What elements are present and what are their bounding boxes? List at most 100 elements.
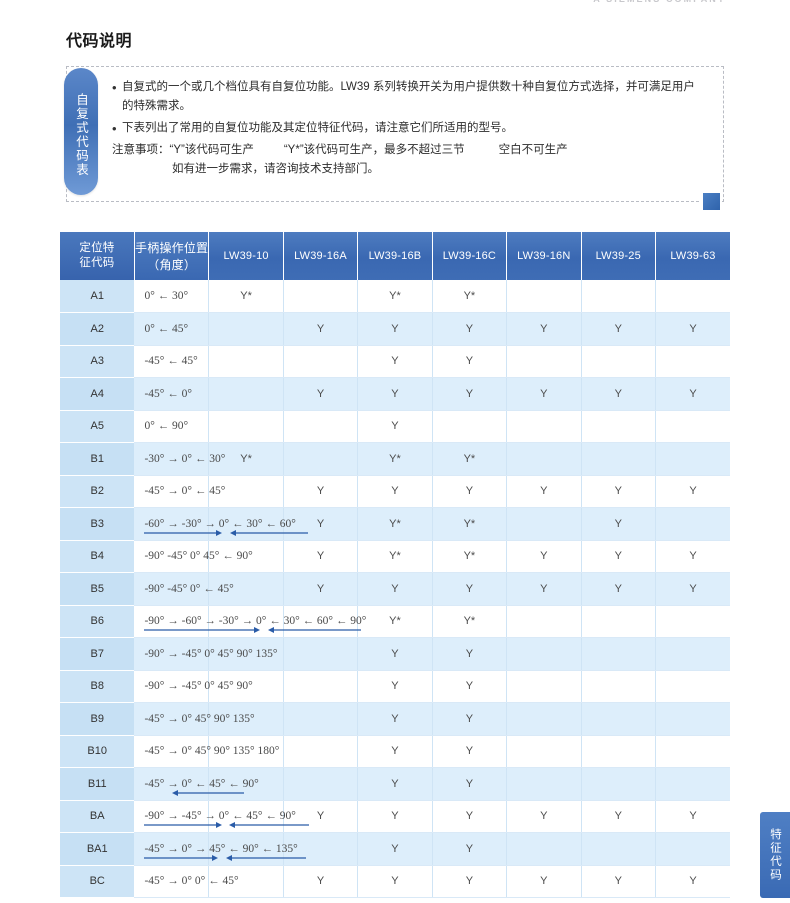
table-row: B8 -90° → -45° 0° 45° 90° Y Y [60, 670, 730, 703]
cell-handle-position: -45° → 0° ← 45° [134, 475, 225, 508]
cell-availability [655, 507, 730, 541]
cell-availability [208, 670, 284, 703]
note-box [66, 66, 724, 202]
cell-availability: Y [432, 735, 508, 768]
cell-availability [655, 605, 730, 638]
col-header-lw39-16n: LW39-16N [506, 232, 582, 280]
cell-availability: Y [432, 475, 508, 508]
side-tab-feature-code[interactable]: 特征代码 [760, 812, 790, 898]
notice-prefix: 注意事项： [112, 144, 170, 156]
cell-availability: Y [283, 865, 359, 898]
cell-availability [208, 475, 284, 508]
cell-availability [283, 735, 359, 768]
handle-position-text: -45° → 0° → 45° ← 90° ← 135° [144, 842, 298, 855]
cell-availability [283, 410, 359, 443]
cell-availability: Y [581, 507, 657, 541]
cell-availability: Y* [432, 605, 508, 638]
cell-availability: Y [655, 800, 730, 833]
cell-availability [283, 280, 359, 313]
handle-position-text: -90° -45° 0° ← 45° [144, 582, 234, 595]
cell-availability: Y [357, 377, 433, 411]
cell-availability: Y [655, 572, 730, 606]
table-row: B2 -45° → 0° ← 45° Y Y Y Y Y Y [60, 475, 730, 508]
cell-availability: Y [432, 377, 508, 411]
cell-availability [208, 637, 284, 671]
cell-feature-code: B3 [60, 507, 135, 541]
cell-availability: Y [283, 572, 359, 606]
cell-availability [208, 312, 284, 346]
cell-availability [506, 507, 582, 541]
handle-position-text: -90° → -45° 0° 45° 90° [144, 680, 253, 693]
table-row: B1 -30° → 0° ← 30° Y* Y* Y* [60, 442, 730, 476]
cell-availability: Y* [208, 280, 284, 313]
cell-availability [581, 702, 657, 736]
notice-item-y: “Y”该代码可生产 [169, 144, 254, 156]
cell-availability: Y* [357, 540, 433, 573]
cell-feature-code: B6 [60, 605, 135, 638]
cell-availability: Y [432, 345, 508, 378]
table-row: B5 -90° -45° 0° ← 45° Y Y Y Y Y Y [60, 572, 730, 606]
cell-availability [208, 832, 284, 866]
cell-handle-position: -60° → -30° → 0° ← 30° ← 60° [134, 507, 309, 541]
cell-availability: Y [432, 670, 508, 703]
table-row: B11 -45° → 0° ← 45° ← 90° Y Y [60, 767, 730, 801]
cell-feature-code: B9 [60, 702, 135, 736]
cell-availability: Y [283, 540, 359, 573]
cell-availability [581, 410, 657, 443]
handle-position-text: -45° ← 45° [144, 355, 198, 368]
page-title: 代码说明 [66, 33, 133, 50]
cell-availability [208, 865, 284, 898]
cell-availability [208, 345, 284, 378]
cell-availability: Y [357, 800, 433, 833]
cell-availability: Y [432, 767, 508, 801]
cell-availability [506, 637, 582, 671]
cell-handle-position: -90° -45° 0° ← 45° [134, 572, 234, 606]
table-row: A3 -45° ← 45° Y Y [60, 345, 730, 378]
cell-availability [581, 280, 657, 313]
cell-feature-code: BC [60, 865, 135, 898]
cell-feature-code: A1 [60, 280, 135, 313]
table-row: B10 -45° → 0° 45° 90° 135° 180° Y Y [60, 735, 730, 768]
table-row: B3 -60° → -30° → 0° ← 30° ← 60° Y Y* Y* Y [60, 507, 730, 541]
table-row: B6 -90° → -60° → -30° → 0° ← 30° ← 60° ← … [60, 605, 730, 638]
cell-availability: Y [655, 475, 730, 508]
cell-availability [283, 442, 359, 476]
cell-availability [506, 832, 582, 866]
col-header-position: 手柄操作位置（角度） [134, 232, 210, 280]
cell-feature-code: A5 [60, 410, 135, 443]
cell-feature-code: B7 [60, 637, 135, 671]
cell-availability: Y [357, 865, 433, 898]
cell-availability: Y [506, 475, 582, 508]
cell-availability: Y [581, 377, 657, 411]
cell-availability: Y [432, 637, 508, 671]
col-header-lw39-10: LW39-10 [208, 232, 284, 280]
handle-position-text: -45° ← 0° [144, 387, 192, 400]
cell-handle-position: -90° → -45° → 0° ← 45° ← 90° [134, 800, 310, 833]
handle-position-text: 0° ← 90° [144, 420, 189, 433]
handle-position-text: -30° → 0° ← 30° [144, 452, 226, 465]
table-row: B4 -90° -45° 0° 45° ← 90° Y Y* Y* Y Y Y [60, 540, 730, 573]
cell-availability [581, 832, 657, 866]
cell-feature-code: B2 [60, 475, 135, 508]
cell-availability: Y [432, 312, 508, 346]
table-row: B7 -90° → -45° 0° 45° 90° 135° Y Y [60, 637, 730, 671]
cell-handle-position: -45° → 0° 0° ← 45° [134, 865, 239, 898]
cell-feature-code: B11 [60, 767, 135, 801]
col-header-lw39-25: LW39-25 [581, 232, 657, 280]
cell-availability: Y [581, 540, 657, 573]
cell-feature-code: B4 [60, 540, 135, 573]
table-row: A1 0° ← 30° Y* Y* Y* [60, 280, 730, 313]
cell-availability [283, 637, 359, 671]
handle-position-text: -90° → -60° → -30° → 0° ← 30° ← 60° ← 90… [144, 615, 367, 628]
cell-availability [283, 605, 359, 638]
cell-availability [655, 832, 730, 866]
cell-availability [506, 442, 582, 476]
cell-availability: Y [357, 637, 433, 671]
note-tab-label: 自复式代码表 [64, 68, 98, 195]
cell-availability [581, 605, 657, 638]
table-row: BC -45° → 0° 0° ← 45° Y Y Y Y Y Y [60, 865, 730, 898]
table-row: BA1 -45° → 0° → 45° ← 90° ← 135° Y Y [60, 832, 730, 866]
cell-availability: Y* [432, 280, 508, 313]
cell-availability: Y [506, 540, 582, 573]
